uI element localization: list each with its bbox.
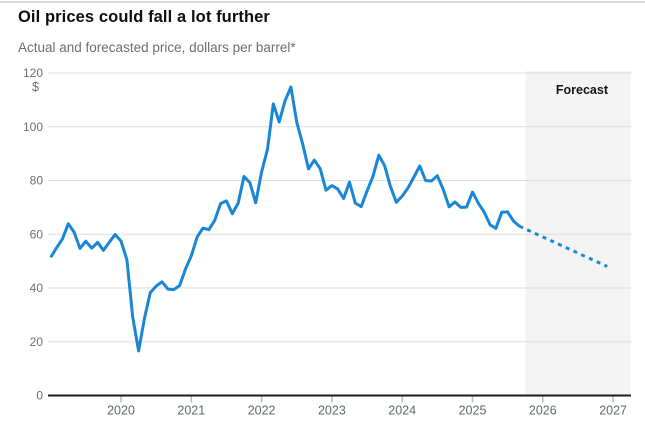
x-axis-label-2025: 2025	[459, 404, 487, 418]
chart-title: Oil prices could fall a lot further	[18, 8, 270, 26]
x-axis-label-2022: 2022	[248, 404, 276, 418]
y-axis-label-80: 80	[30, 174, 44, 188]
y-axis-label-0: 0	[36, 389, 43, 403]
x-axis-label-2024: 2024	[388, 404, 416, 418]
x-axis-label-2026: 2026	[529, 404, 557, 418]
y-axis-label-100: 100	[23, 120, 43, 134]
y-axis-label-20: 20	[30, 335, 44, 349]
x-axis-label-2021: 2021	[177, 404, 205, 418]
forecast-region	[525, 71, 631, 396]
y-axis-label-60: 60	[30, 227, 44, 241]
x-axis-label-2023: 2023	[318, 404, 346, 418]
actual-price-line	[49, 85, 521, 353]
chart-subtitle: Actual and forecasted price, dollars per…	[18, 40, 296, 55]
y-axis-label-40: 40	[30, 281, 44, 295]
top-border	[0, 1, 645, 3]
currency-unit-label: $	[32, 80, 39, 94]
x-axis-label-2027: 2027	[599, 404, 627, 418]
x-axis-label-2020: 2020	[107, 404, 135, 418]
y-axis-label-120: 120	[23, 66, 43, 80]
forecast-label: Forecast	[556, 83, 609, 97]
